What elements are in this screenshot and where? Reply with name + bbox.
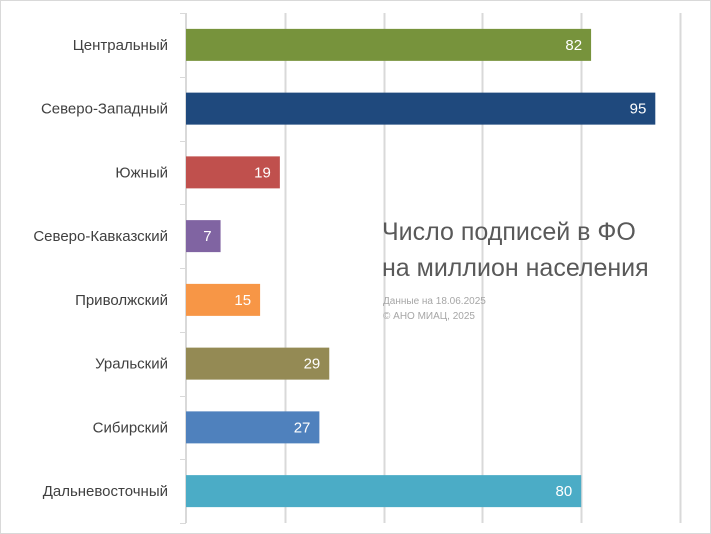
data-date-note: Данные на 18.06.2025 (383, 296, 486, 307)
data-label: 82 (565, 37, 582, 54)
category-label: Центральный (73, 37, 168, 54)
data-label: 7 (203, 228, 211, 245)
category-label: Северо-Кавказский (33, 228, 168, 245)
bar (186, 475, 582, 508)
chart-notes: Данные на 18.06.2025 © АНО МИАЦ, 2025 (383, 296, 486, 322)
bars (186, 28, 656, 508)
value-labels: 82 95 19 7 15 29 27 80 (203, 37, 646, 500)
bar (186, 411, 320, 444)
bar (186, 347, 330, 380)
category-label: Приволжский (75, 292, 168, 309)
category-label: Южный (115, 164, 168, 181)
data-label: 27 (294, 419, 311, 436)
copyright-note: © АНО МИАЦ, 2025 (383, 311, 475, 322)
chart-title: Число подписей в ФО на миллион населения (382, 218, 649, 282)
category-label: Сибирский (93, 419, 168, 436)
data-label: 29 (304, 356, 321, 373)
bar (186, 220, 221, 253)
category-label: Северо-Западный (41, 101, 168, 118)
data-label: 19 (254, 164, 271, 181)
bar (186, 283, 261, 316)
bar (186, 92, 656, 125)
category-labels: Центральный Северо-Западный Южный Северо-Ка… (33, 37, 168, 500)
bar (186, 28, 592, 61)
category-label: Дальневосточный (43, 483, 168, 500)
chart-title-line-1: Число подписей в ФО (382, 218, 636, 246)
category-axis (180, 13, 187, 524)
data-label: 15 (234, 292, 251, 309)
category-label: Уральский (95, 356, 168, 373)
chart-title-line-2: на миллион населения (382, 254, 649, 282)
data-label: 95 (630, 101, 647, 118)
data-label: 80 (556, 483, 573, 500)
bar (186, 156, 280, 189)
